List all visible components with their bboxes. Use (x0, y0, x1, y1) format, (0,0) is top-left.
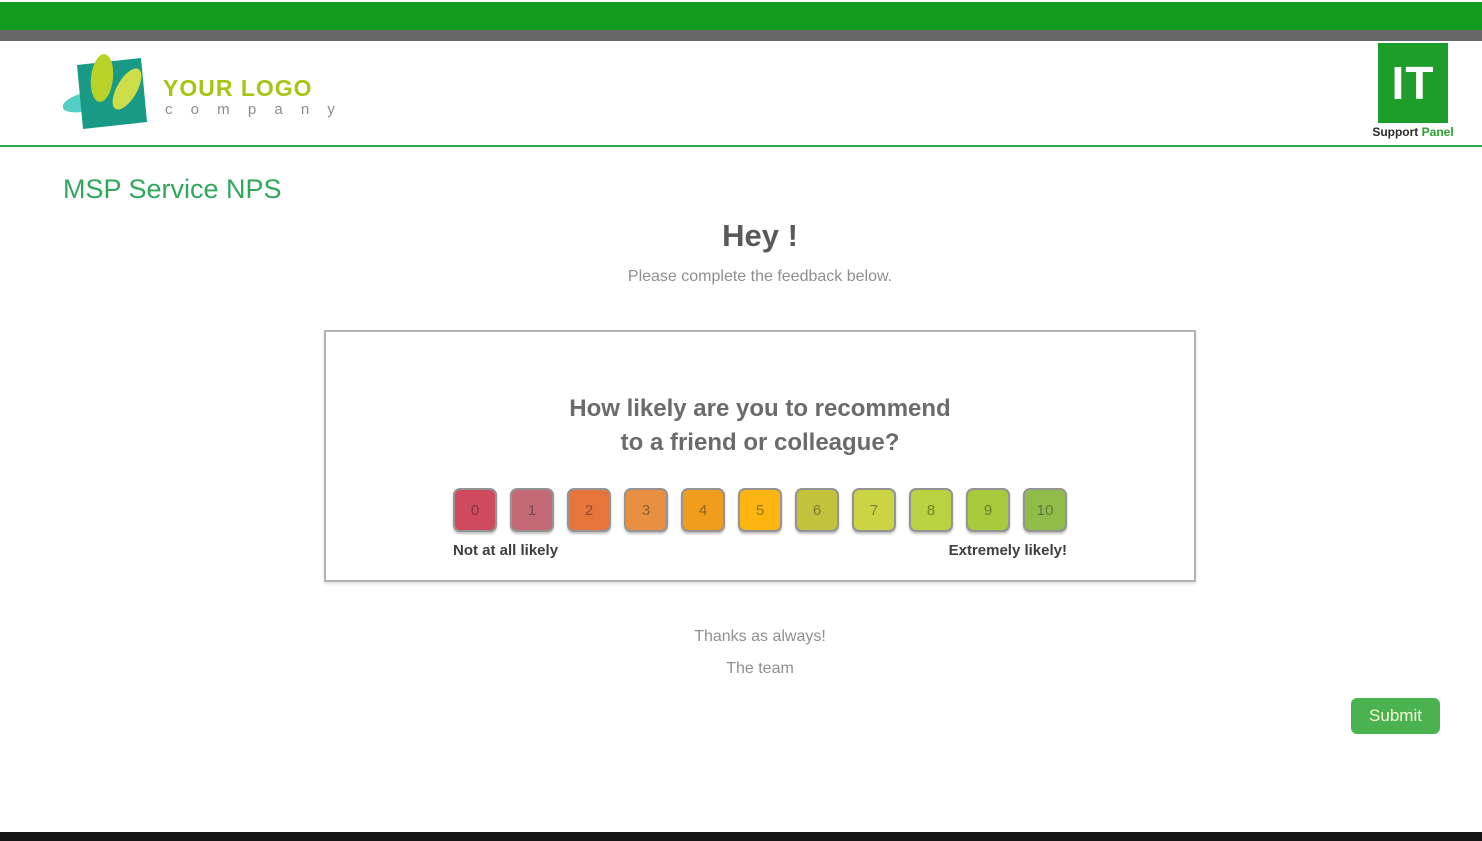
nps-option-label: 7 (869, 501, 879, 519)
nps-scale-row: 0 1 2 3 4 5 6 7 8 9 10 (326, 488, 1194, 532)
nps-option-label: 6 (812, 501, 822, 519)
nps-option-label: 2 (584, 501, 594, 519)
nps-option-8[interactable]: 8 (909, 488, 953, 532)
it-logo-icon: IT (1378, 43, 1448, 123)
nps-question-card: How likely are you to recommend to a fri… (324, 330, 1196, 582)
top-green-bar (0, 2, 1482, 30)
leaf-logo-icon (63, 54, 147, 129)
nps-question: How likely are you to recommend to a fri… (326, 392, 1194, 460)
company-logo: YOUR LOGO c o m p a n y (63, 52, 342, 134)
nps-option-4[interactable]: 4 (681, 488, 725, 532)
nps-option-9[interactable]: 9 (966, 488, 1010, 532)
nps-option-6[interactable]: 6 (795, 488, 839, 532)
it-caption-panel: Panel (1421, 125, 1454, 139)
nps-option-label: 0 (470, 501, 480, 519)
nps-option-0[interactable]: 0 (453, 488, 497, 532)
nps-option-5[interactable]: 5 (738, 488, 782, 532)
nps-option-10[interactable]: 10 (1023, 488, 1067, 532)
scale-left-label: Not at all likely (453, 542, 559, 559)
company-logo-subtitle: c o m p a n y (165, 101, 342, 118)
page-title: MSP Service NPS (63, 174, 282, 204)
nps-option-2[interactable]: 2 (567, 488, 611, 532)
nps-option-label: 9 (983, 501, 993, 519)
nps-option-1[interactable]: 1 (510, 488, 554, 532)
bottom-black-bar (0, 832, 1482, 841)
thanks-line2: The team (726, 660, 794, 677)
header-divider (0, 145, 1482, 147)
nps-option-label: 8 (926, 501, 936, 519)
nps-option-label: 4 (698, 501, 708, 519)
scale-right-label: Extremely likely! (948, 542, 1067, 559)
secondary-gray-bar (0, 30, 1482, 41)
submit-button[interactable]: Submit (1351, 698, 1440, 734)
greeting-heading: Hey ! (722, 218, 798, 253)
instruction-text: Please complete the feedback below. (627, 268, 893, 285)
thanks-line1: Thanks as always! (694, 628, 826, 645)
nps-option-label: 3 (641, 501, 651, 519)
nps-option-label: 1 (527, 501, 537, 519)
nps-option-label: 5 (755, 501, 765, 519)
nps-option-3[interactable]: 3 (624, 488, 668, 532)
it-support-panel-logo: IT Support Panel (1370, 43, 1456, 139)
main-content: Hey ! Please complete the feedback below… (38, 0, 1482, 841)
company-logo-name: YOUR LOGO (163, 75, 313, 101)
it-caption-support: Support (1372, 125, 1419, 139)
nps-question-line1: How likely are you to recommend (569, 395, 951, 422)
nps-question-line2: to a friend or colleague? (620, 429, 900, 456)
nps-option-label: 10 (1036, 501, 1054, 519)
nps-option-7[interactable]: 7 (852, 488, 896, 532)
